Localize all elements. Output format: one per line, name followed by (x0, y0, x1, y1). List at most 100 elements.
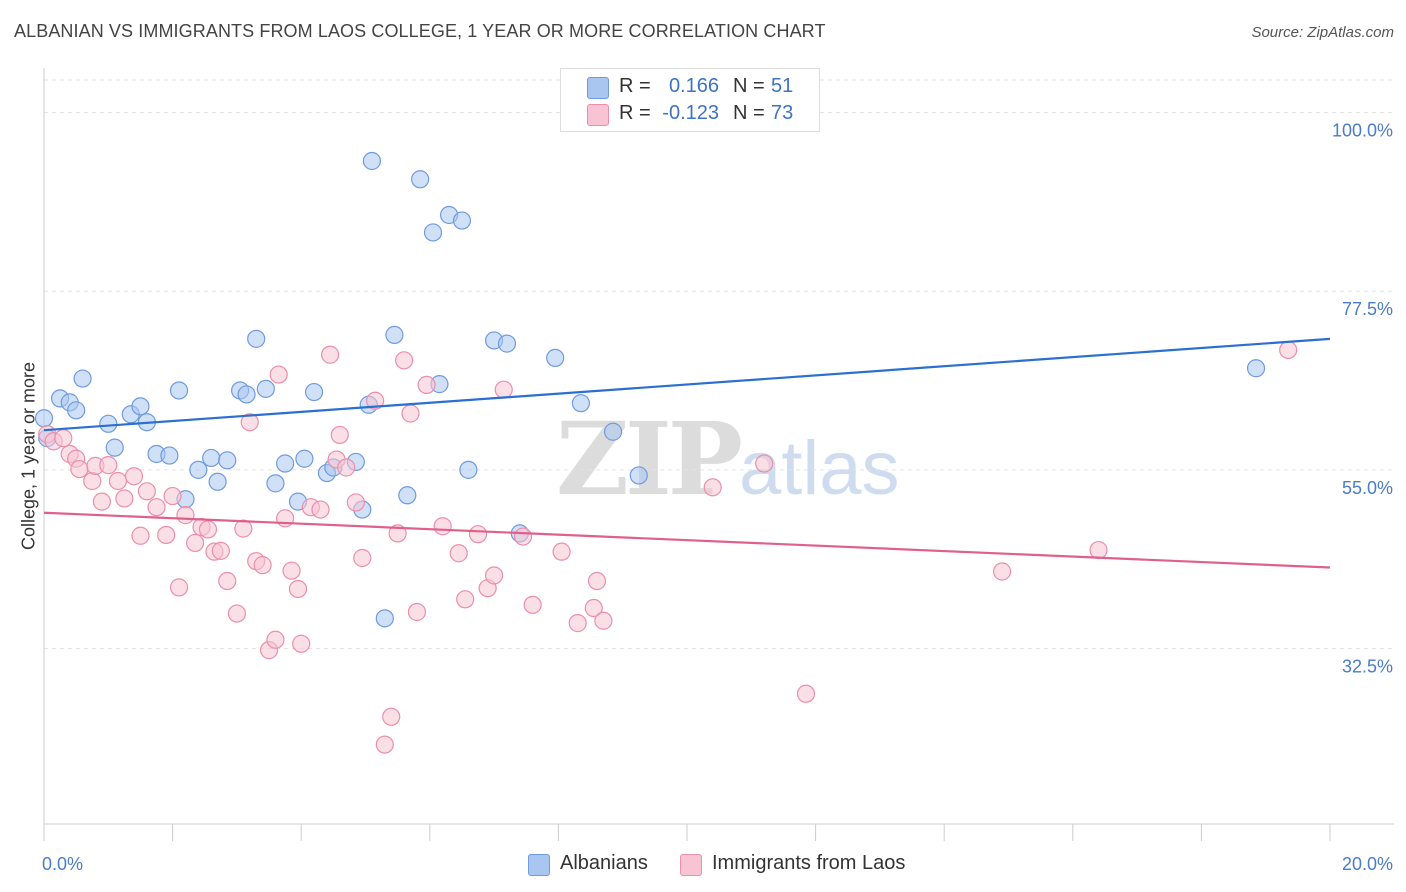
laos-point (282, 561, 301, 580)
albanians-point (375, 609, 394, 628)
y-tick-label: 100.0% (1332, 121, 1393, 141)
albanians-point (497, 334, 517, 353)
laos-point (70, 459, 89, 479)
legend-n-label: N = (733, 75, 765, 97)
albanians-point (105, 438, 124, 457)
albanians-point (629, 466, 648, 485)
albanians-point (131, 397, 150, 416)
laos-point (992, 562, 1012, 581)
y-tick-label: 32.5% (1342, 657, 1393, 677)
laos-point (375, 735, 394, 754)
laos-point (321, 345, 340, 364)
y-axis-title: College, 1 year or more (18, 361, 39, 551)
series-legend-swatch-laos (680, 854, 702, 876)
laos-point (755, 454, 774, 473)
albanians-point (603, 422, 623, 441)
albanians-point (411, 170, 430, 189)
albanians-point (73, 369, 92, 388)
laos-point (1089, 540, 1108, 560)
laos-point (388, 524, 407, 543)
albanians-point (218, 451, 237, 470)
chart-source: Source: ZipAtlas.com (1251, 24, 1394, 41)
laos-point (266, 630, 285, 649)
laos-point (234, 519, 253, 538)
x-tick-label: 20.0% (1342, 854, 1393, 874)
chart-title: ALBANIAN VS IMMIGRANTS FROM LAOS COLLEGE… (14, 21, 826, 41)
axes (43, 68, 1394, 841)
laos-point (346, 493, 365, 512)
laos-point (513, 527, 533, 546)
laos-point (366, 391, 385, 410)
laos-point (449, 544, 468, 563)
albanians-point (67, 401, 86, 420)
data-points (34, 151, 1298, 754)
albanians-point (385, 325, 404, 344)
albanians-point (459, 460, 478, 479)
laos-point (131, 526, 150, 545)
albanians-point (571, 394, 591, 413)
albanians-point (304, 382, 324, 402)
series-legend-label-laos: Immigrants from Laos (712, 852, 906, 874)
albanians-point (189, 460, 208, 479)
laos-point (163, 486, 182, 506)
laos-point (568, 614, 587, 633)
legend-row-laos: R = -0.123 N = 73 (561, 101, 819, 127)
laos-point (552, 542, 571, 561)
watermark: ZIPatlas (556, 400, 900, 518)
laos-point (584, 598, 603, 618)
laos-point (417, 375, 436, 395)
legend-r-value: -0.123 (662, 102, 719, 124)
legend-swatch-laos (587, 104, 609, 126)
laos-point (468, 525, 488, 544)
laos-point (703, 478, 722, 497)
laos-trend-line (43, 511, 1331, 569)
laos-point (587, 571, 607, 591)
legend-r-value: 0.166 (668, 75, 719, 97)
laos-point (330, 425, 349, 445)
y-tick-label: 55.0% (1342, 478, 1393, 498)
albanians-point (99, 414, 118, 433)
grid-lines (44, 79, 1394, 650)
albanians-point (266, 474, 285, 493)
y-tick-label: 77.5% (1342, 299, 1393, 319)
legend-r-label: R = (619, 102, 651, 124)
laos-point (198, 520, 218, 539)
albanians-point (256, 379, 275, 398)
albanians-point (295, 449, 314, 468)
laos-point (137, 482, 156, 501)
laos-point (108, 471, 128, 491)
albanians-point (398, 486, 417, 505)
correlation-legend: R = 0.166 N = 51 R = -0.123 N = 73 (560, 68, 820, 132)
albanians-point (202, 448, 221, 468)
laos-point (394, 351, 414, 370)
laos-point (292, 634, 311, 653)
legend-n-label: N = (733, 102, 765, 124)
series-legend-label-albanians: Albanians (560, 852, 648, 874)
laos-point (269, 365, 288, 384)
laos-point (186, 533, 205, 553)
laos-point (433, 517, 452, 536)
laos-point (353, 548, 372, 568)
laos-point (456, 590, 475, 609)
laos-point (115, 489, 134, 508)
legend-r-label: R = (619, 75, 651, 97)
laos-point (485, 566, 504, 585)
laos-point (594, 611, 613, 630)
laos-point (54, 429, 73, 448)
laos-point (92, 492, 111, 511)
laos-point (523, 595, 542, 614)
laos-point (157, 525, 176, 545)
legend-n-value: 51 (771, 75, 794, 97)
albanians-point (362, 151, 382, 171)
albanians-trend-line (43, 337, 1331, 432)
laos-point (407, 602, 427, 622)
legend-swatch-albanians (587, 77, 609, 99)
watermark-zip: ZIP (556, 400, 743, 518)
laos-point (288, 579, 308, 599)
laos-point (1279, 340, 1298, 360)
trend-lines (43, 337, 1331, 569)
laos-point (124, 467, 144, 486)
albanians-point (208, 472, 227, 491)
albanians-point (169, 381, 189, 400)
